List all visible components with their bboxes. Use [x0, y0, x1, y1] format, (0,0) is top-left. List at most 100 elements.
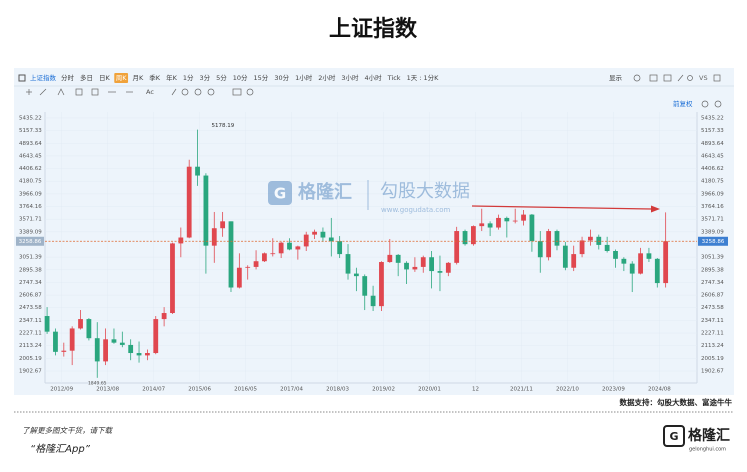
y-tick-label: 5157.33: [19, 128, 42, 134]
y-tick-label: 2895.38: [19, 267, 42, 273]
adjust-button[interactable]: 前复权: [673, 99, 693, 108]
camera-icon[interactable]: [663, 74, 672, 82]
candle-body: [529, 214, 535, 242]
y-tick-label: 1902.67: [19, 369, 42, 375]
candle-body: [437, 271, 443, 273]
candle-body: [571, 254, 577, 268]
y-tick-label: 4893.64: [19, 141, 42, 147]
period-tab[interactable]: 3分: [199, 73, 210, 82]
y-tick-label-right: 3764.16: [701, 204, 724, 210]
candle-body: [470, 226, 476, 245]
period-tab[interactable]: 分时: [61, 73, 75, 82]
watermark-logo-mark: G: [274, 185, 286, 203]
line-tool-icon[interactable]: [39, 88, 47, 96]
symbol-tab[interactable]: 上证指数: [30, 73, 57, 82]
page-title: 上证指数: [329, 16, 418, 42]
lock-icon[interactable]: [194, 88, 202, 96]
hide-icon[interactable]: [207, 88, 215, 96]
footer-logo: 格隆汇: [688, 427, 730, 444]
delete-icon[interactable]: [246, 88, 254, 96]
candle-body: [170, 243, 175, 314]
magnet-icon[interactable]: [181, 88, 189, 96]
rect-tool-icon[interactable]: [91, 88, 99, 96]
zoom-out-icon[interactable]: [701, 100, 709, 108]
candle-body: [546, 231, 552, 258]
low-label: 1849.65: [88, 380, 107, 386]
candle-body: [487, 223, 493, 228]
candle-body: [445, 262, 451, 273]
layout-icon[interactable]: [649, 74, 658, 82]
candle-body: [504, 217, 510, 222]
undo-icon[interactable]: [232, 88, 242, 96]
period-tab[interactable]: 日K: [99, 74, 111, 82]
period-tab[interactable]: 2小时: [318, 73, 336, 82]
candle-body: [94, 338, 100, 362]
period-tab[interactable]: 1分: [183, 73, 194, 82]
y-tick-label-right: 2606.87: [701, 293, 724, 299]
candle-body: [287, 242, 292, 250]
menu-icon[interactable]: [18, 74, 26, 82]
x-tick-label: 2018/03: [326, 387, 349, 393]
candle-body: [61, 350, 67, 352]
high-label: 5178.19: [212, 123, 235, 129]
candle-body: [370, 295, 376, 307]
period-tab[interactable]: 3小时: [341, 73, 359, 82]
shape-tool-icon[interactable]: [75, 88, 83, 96]
footer-logo-url: gelonghui.com: [689, 447, 726, 453]
y-tick-label-right: 5435.22: [701, 115, 724, 121]
y-tick-label: 3051.39: [19, 255, 42, 261]
period-tab[interactable]: 10分: [233, 73, 248, 82]
settings-icon[interactable]: [633, 74, 641, 82]
candle-body: [44, 316, 50, 332]
compare-button[interactable]: VS: [699, 74, 708, 82]
candle-body: [596, 236, 602, 245]
reset-icon[interactable]: [714, 100, 722, 108]
period-tab[interactable]: 5分: [216, 73, 227, 82]
period-tab[interactable]: 多日: [80, 73, 93, 82]
brush-icon[interactable]: [171, 88, 177, 96]
footer-promo: 了解更多图文干货，请下载: [22, 426, 113, 435]
text-tool[interactable]: Ac: [146, 88, 154, 96]
period-tab[interactable]: 15分: [254, 73, 269, 82]
period-tab[interactable]: 周K: [116, 74, 128, 82]
candle-body: [562, 245, 568, 268]
candle-body: [629, 263, 635, 274]
candle-body: [278, 242, 284, 254]
period-tab[interactable]: 年K: [166, 73, 178, 82]
candle-body: [663, 241, 669, 284]
share-icon[interactable]: [687, 75, 693, 81]
candle-body: [395, 254, 401, 263]
y-tick-label: 2473.58: [19, 305, 42, 311]
y-tick-label: 4643.45: [19, 153, 42, 159]
period-tab[interactable]: Tick: [387, 74, 401, 82]
candle-body: [128, 344, 134, 354]
candle-body: [512, 220, 518, 222]
y-tick-label: 4406.62: [19, 166, 42, 172]
candle-body: [161, 313, 167, 320]
period-tab[interactable]: 月K: [133, 74, 145, 82]
trend-arrow: [471, 205, 653, 210]
fullscreen-icon[interactable]: [713, 74, 721, 82]
display-button[interactable]: 显示: [609, 74, 623, 82]
period-tab[interactable]: 1天 : 1分K: [407, 73, 440, 82]
draw-icon[interactable]: [677, 74, 684, 82]
period-tab[interactable]: 4小时: [365, 73, 383, 82]
candle-body: [320, 231, 326, 238]
period-tab[interactable]: 30分: [274, 73, 289, 82]
x-tick-label: 12: [472, 387, 479, 393]
candle-body: [579, 240, 585, 255]
candle-body: [153, 319, 159, 354]
candle-body: [53, 331, 58, 352]
y-tick-label-right: 4180.75: [701, 179, 724, 185]
y-tick-label: 3966.09: [19, 191, 42, 197]
path-tool-icon[interactable]: [57, 88, 65, 96]
candle-body: [454, 231, 460, 263]
candle-body: [588, 236, 593, 241]
period-tab[interactable]: 1小时: [295, 73, 313, 82]
candle-body: [537, 241, 543, 258]
y-tick-label: 2747.34: [19, 280, 42, 286]
watermark-brand: 格隆汇: [298, 181, 352, 203]
x-tick-label: 2023/09: [602, 387, 625, 393]
candle-body: [554, 231, 560, 246]
period-tab[interactable]: 季K: [149, 73, 161, 82]
